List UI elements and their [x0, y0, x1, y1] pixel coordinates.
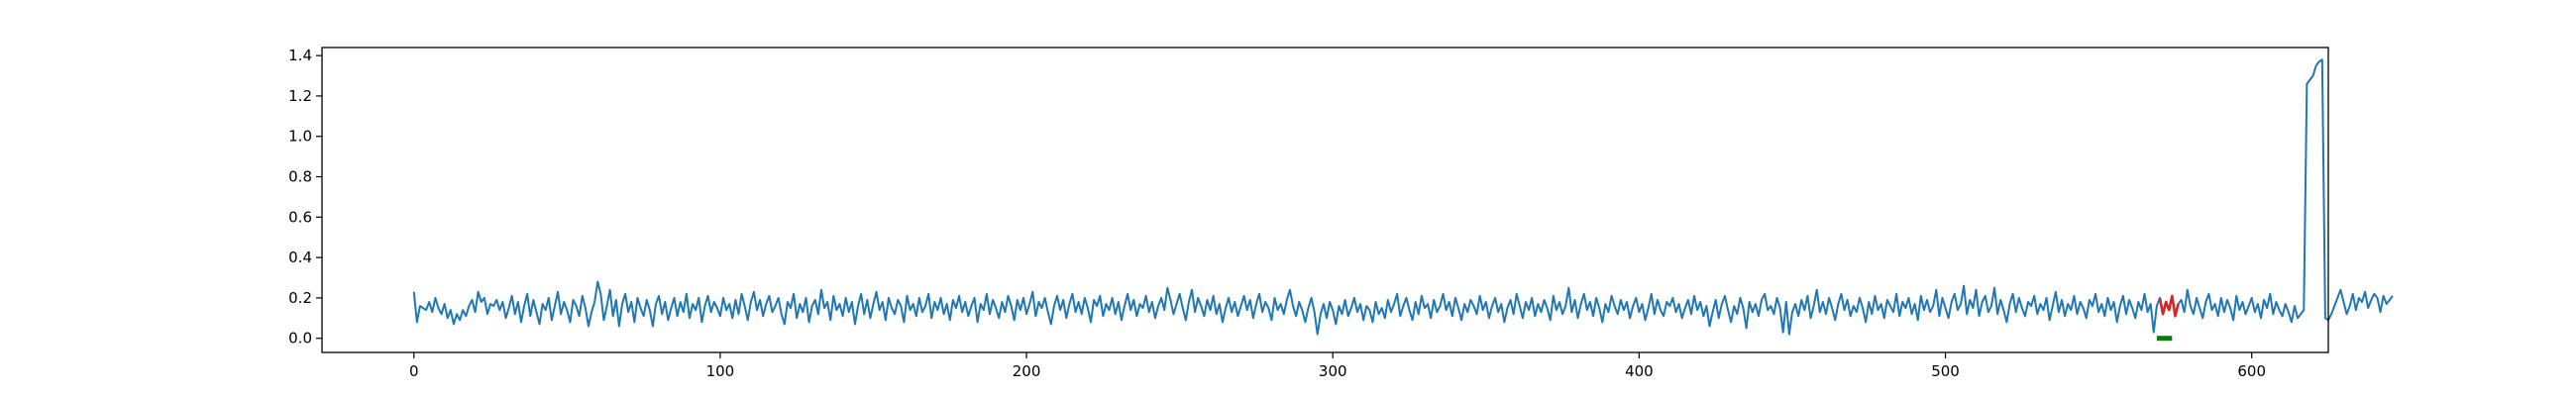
x-axis: 0 100 200 300 400 500 600 — [409, 352, 2266, 380]
anomaly-line — [2158, 294, 2180, 318]
y-tick-label: 0.2 — [288, 289, 312, 307]
x-tick-label: 100 — [706, 362, 735, 380]
x-tick-label: 300 — [1319, 362, 1347, 380]
x-tick-label: 400 — [1625, 362, 1654, 380]
plot-area — [412, 58, 2394, 342]
series-line — [412, 58, 2394, 336]
y-tick-label: 0.0 — [288, 330, 312, 347]
y-tick-label: 1.0 — [288, 128, 312, 146]
y-tick-label: 0.6 — [288, 208, 312, 226]
x-tick-label: 200 — [1013, 362, 1041, 380]
x-tick-label: 0 — [409, 362, 419, 380]
y-axis: 0.0 0.2 0.4 0.6 0.8 1.0 1.2 1.4 — [288, 47, 322, 347]
x-tick-label: 600 — [2237, 362, 2266, 380]
y-tick-label: 0.8 — [288, 168, 312, 186]
y-tick-label: 1.4 — [288, 47, 312, 64]
axes-frame — [321, 47, 2329, 353]
y-tick-label: 0.4 — [288, 248, 312, 266]
y-tick-label: 1.2 — [288, 87, 312, 105]
x-tick-label: 500 — [1931, 362, 1960, 380]
